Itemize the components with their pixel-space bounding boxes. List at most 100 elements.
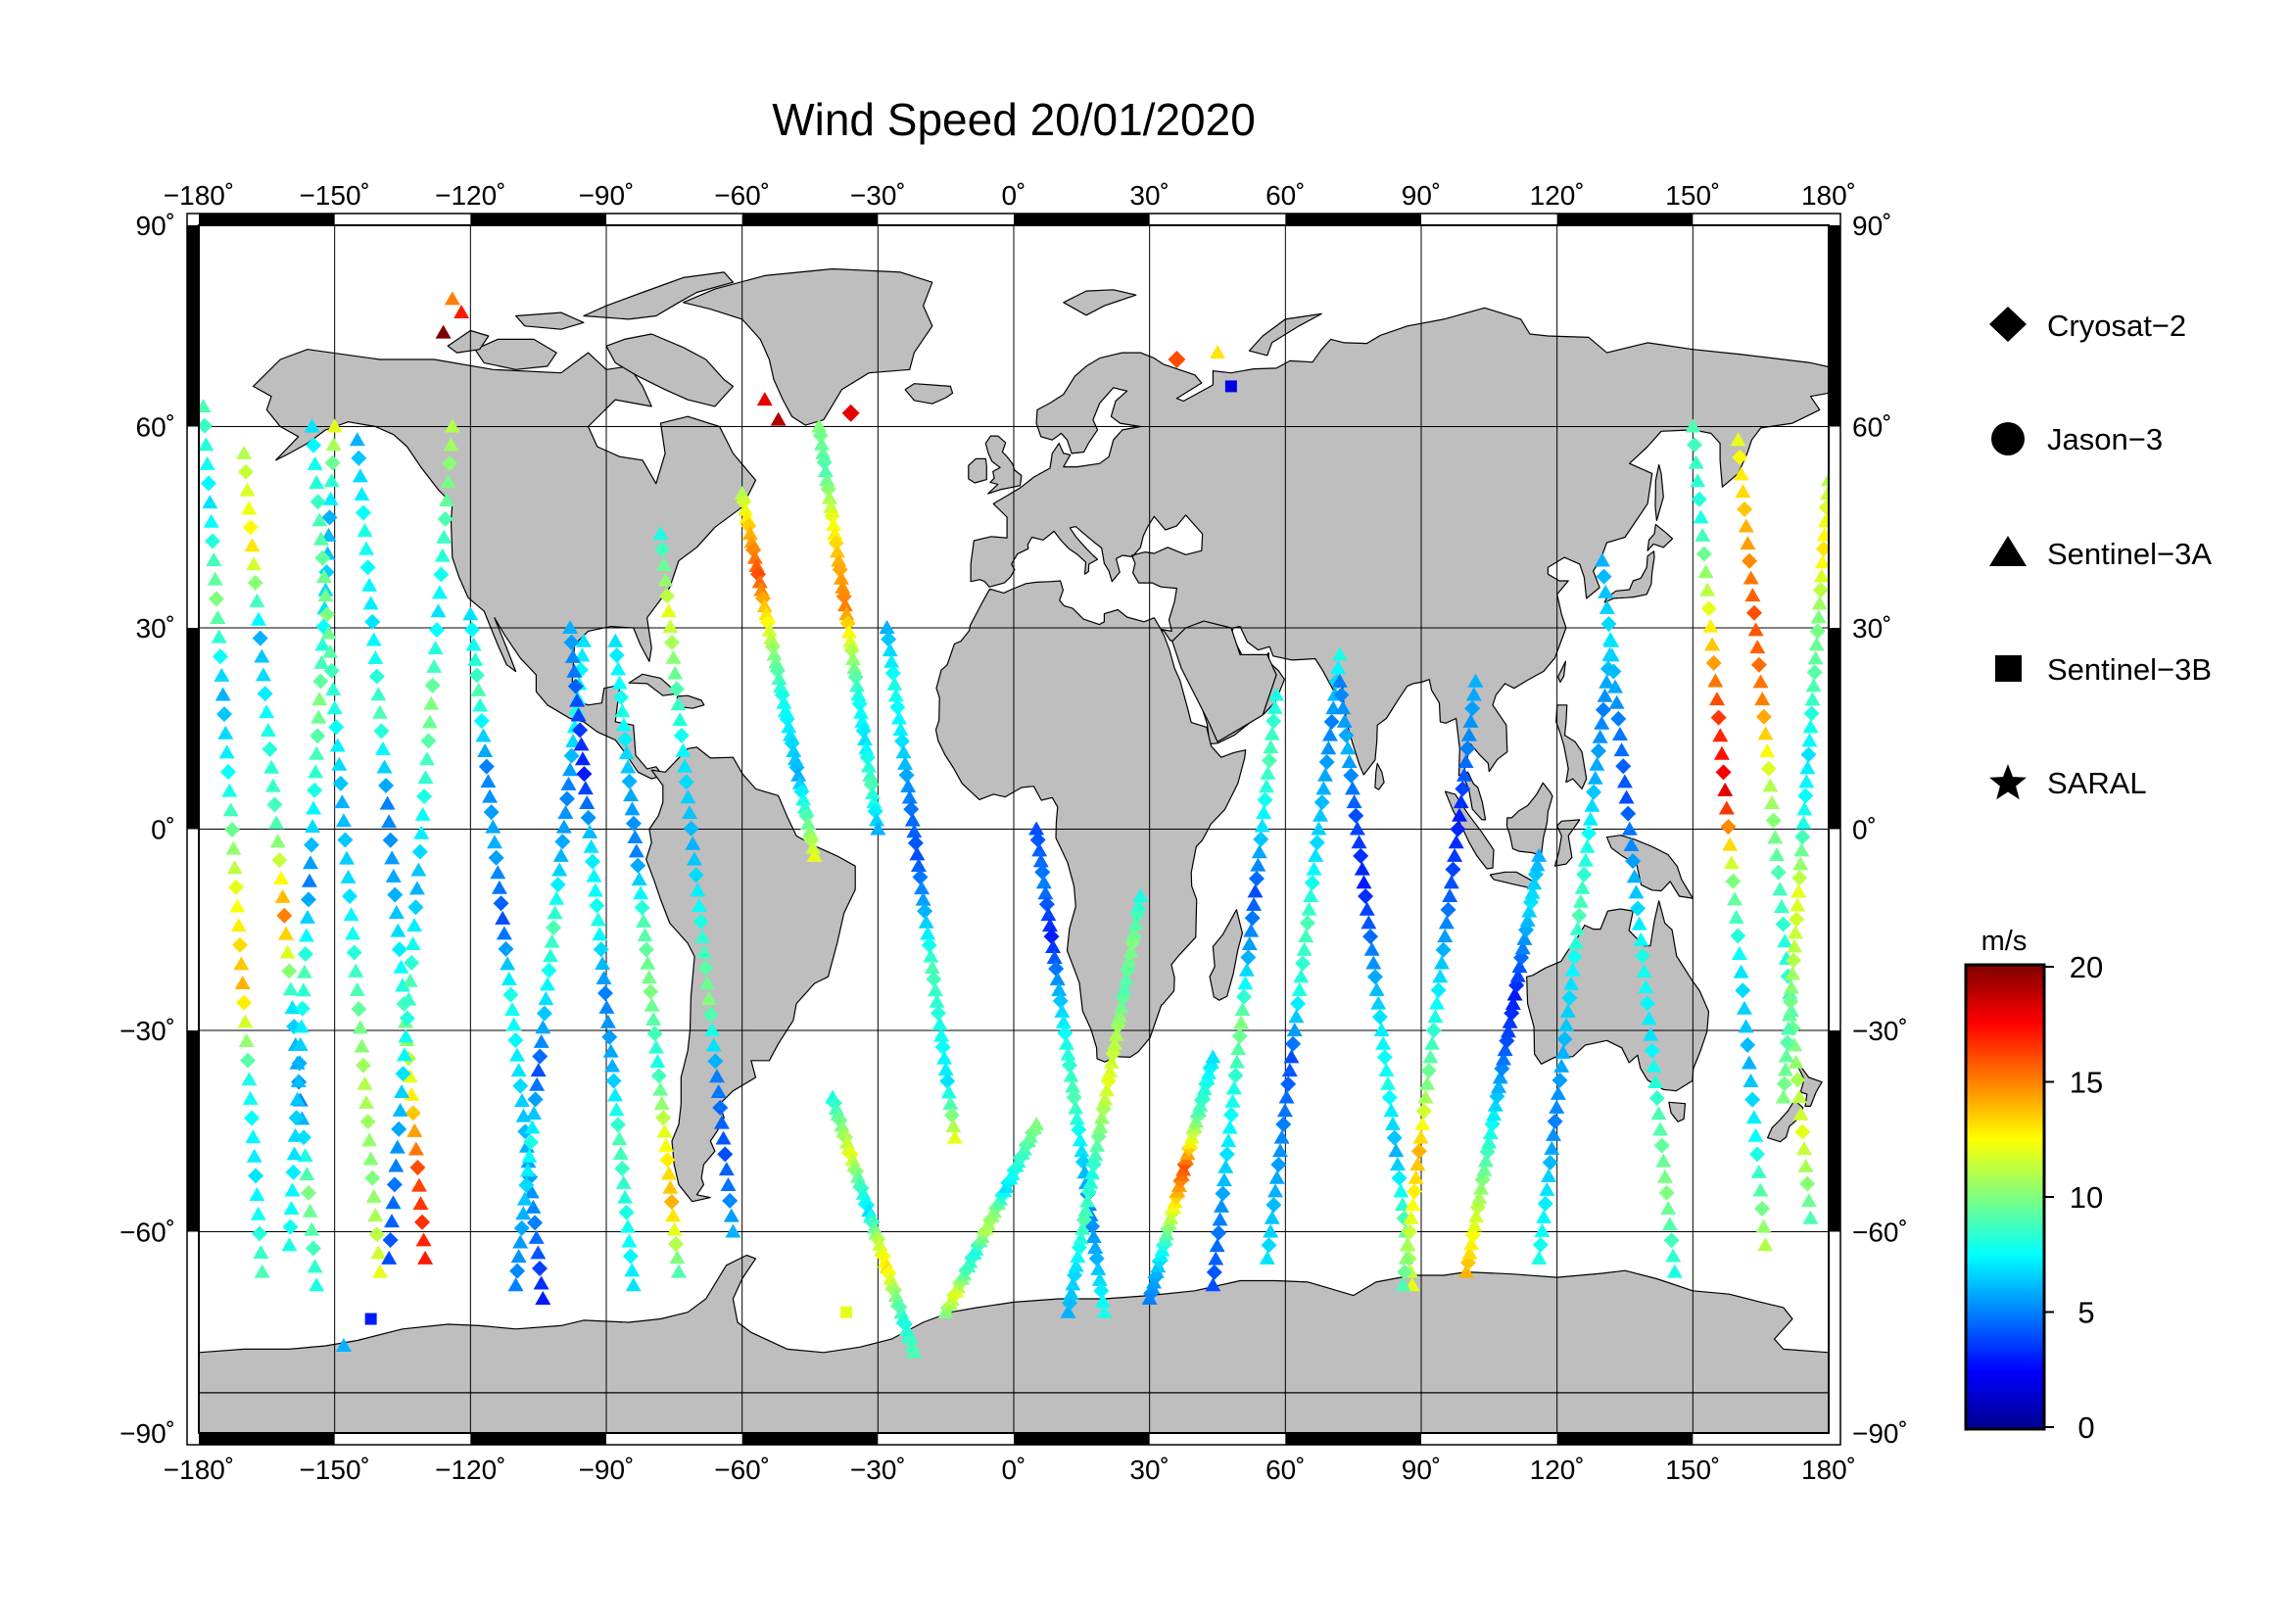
track-point	[1072, 1132, 1088, 1147]
track-point	[418, 751, 435, 766]
track-point	[362, 1151, 379, 1166]
track-point	[1749, 640, 1766, 654]
track-point	[1621, 821, 1638, 836]
track-point	[610, 661, 627, 676]
track-point	[424, 677, 441, 693]
track-point	[335, 813, 352, 828]
track-point	[262, 740, 278, 757]
track-point	[1561, 989, 1578, 1006]
track-point	[376, 759, 393, 774]
track-point	[695, 944, 712, 959]
track-point	[882, 643, 898, 657]
track-point	[1068, 1100, 1084, 1115]
track-point	[672, 712, 689, 727]
track-point	[668, 1235, 685, 1252]
track-point	[371, 1264, 388, 1278]
track-point	[854, 713, 871, 728]
track-point	[683, 820, 699, 836]
track-point	[1233, 1015, 1250, 1029]
track-point	[1647, 1074, 1664, 1088]
track-point	[1341, 754, 1358, 768]
track-point	[558, 790, 575, 807]
track-point	[838, 606, 855, 621]
track-point	[658, 1137, 675, 1152]
track-point	[748, 557, 765, 572]
track-point	[1579, 838, 1596, 853]
track-point	[670, 696, 687, 711]
track-point	[1048, 960, 1065, 977]
track-point	[1221, 1120, 1238, 1134]
track-point	[831, 552, 847, 567]
land-greenland	[682, 267, 933, 426]
track-point	[513, 1219, 530, 1236]
track-point	[269, 834, 286, 848]
track-point	[1638, 979, 1654, 994]
track-point	[939, 1073, 956, 1089]
track-point	[604, 1058, 621, 1073]
track-point	[1055, 1014, 1072, 1028]
track-point	[1263, 740, 1279, 754]
track-point	[1492, 1070, 1508, 1084]
track-point	[318, 606, 335, 623]
track-point	[1343, 767, 1360, 784]
track-point	[1290, 995, 1307, 1012]
track-point	[1805, 678, 1822, 693]
track-point	[1759, 743, 1776, 758]
track-point	[929, 993, 945, 1008]
track-point	[920, 926, 936, 940]
frame-segment-top	[470, 214, 606, 225]
track-point	[1275, 1116, 1292, 1132]
track-point	[1727, 891, 1743, 906]
track-point	[740, 517, 757, 534]
track-point	[218, 744, 235, 759]
track-point	[287, 1127, 304, 1142]
track-point	[207, 571, 223, 586]
track-point	[1043, 929, 1060, 945]
track-point	[1537, 1195, 1553, 1212]
track-point	[1545, 1126, 1561, 1141]
track-point	[1566, 948, 1583, 965]
track-point	[836, 597, 853, 612]
track-point	[211, 629, 227, 644]
track-point	[1450, 821, 1466, 837]
track-point	[682, 805, 698, 820]
track-point	[1720, 819, 1737, 836]
track-point	[1349, 821, 1365, 836]
track-point	[1460, 727, 1477, 741]
track-point	[510, 1249, 527, 1264]
track-point	[467, 651, 484, 666]
track-point	[439, 493, 455, 507]
track-point	[860, 758, 877, 773]
track-point	[659, 588, 676, 604]
track-point	[1442, 888, 1458, 902]
track-point	[634, 899, 650, 916]
track-point	[374, 740, 391, 755]
track-point	[242, 1090, 259, 1105]
track-point	[769, 662, 786, 679]
land-ellesmere	[583, 271, 735, 320]
track-point	[668, 681, 685, 697]
track-point	[409, 1160, 426, 1176]
track-point	[276, 907, 293, 924]
track-point	[1273, 1129, 1290, 1144]
track-point	[796, 799, 813, 814]
track-point	[440, 474, 456, 489]
track-point	[1633, 931, 1649, 946]
track-point	[1626, 869, 1643, 884]
track-point	[587, 883, 603, 897]
track-point	[1795, 1141, 1812, 1156]
track-point	[1085, 1228, 1102, 1243]
track-point	[713, 1115, 730, 1129]
track-point	[1738, 518, 1754, 533]
altimeter-wind-tracks	[199, 398, 1829, 1359]
track-point	[1608, 694, 1625, 709]
track-point	[1051, 981, 1068, 996]
track-point	[1796, 801, 1813, 816]
track-point	[1590, 742, 1606, 759]
track-point	[1214, 1198, 1230, 1213]
track-point	[1395, 1277, 1411, 1292]
track-point	[501, 971, 517, 985]
track-point	[1785, 966, 1801, 980]
track-point	[615, 717, 632, 732]
track-point	[1243, 923, 1260, 937]
